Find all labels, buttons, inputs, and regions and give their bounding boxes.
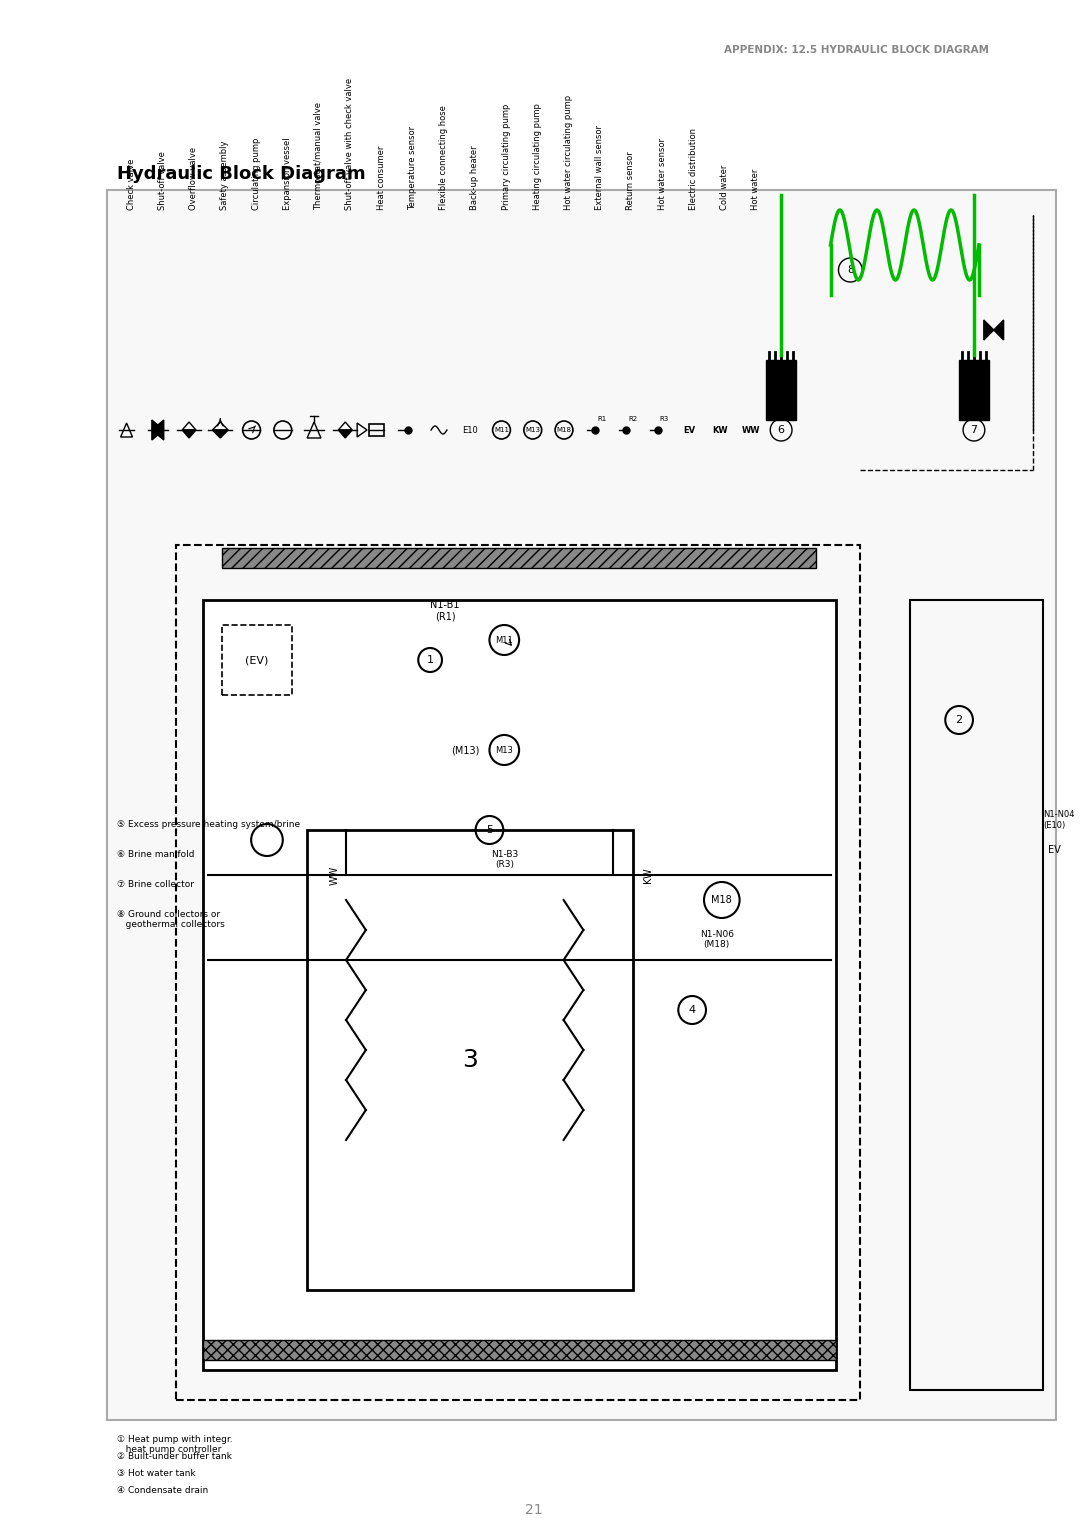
- Polygon shape: [476, 672, 492, 688]
- Text: ⑥ Brine manifold: ⑥ Brine manifold: [117, 850, 194, 859]
- Text: Safety assembly: Safety assembly: [220, 141, 229, 209]
- Text: 2: 2: [956, 715, 962, 724]
- Text: 1: 1: [427, 656, 433, 665]
- Text: M11: M11: [494, 426, 509, 432]
- Text: 8: 8: [847, 264, 854, 275]
- Text: Thermostat/manual valve: Thermostat/manual valve: [314, 102, 323, 209]
- Polygon shape: [437, 752, 453, 769]
- Text: N1-B1
(R1): N1-B1 (R1): [430, 601, 460, 622]
- Text: WW: WW: [329, 865, 339, 885]
- Text: KW: KW: [713, 425, 728, 434]
- Text: Back-up heater: Back-up heater: [470, 145, 480, 209]
- Bar: [203, 601, 836, 1371]
- Text: R1: R1: [597, 416, 607, 422]
- Text: 7: 7: [970, 425, 977, 435]
- Text: Check valve: Check valve: [126, 159, 136, 209]
- Text: EV: EV: [1048, 845, 1061, 856]
- Text: Cold water: Cold water: [720, 165, 729, 209]
- Text: KW: KW: [643, 868, 652, 883]
- Text: M13: M13: [525, 426, 540, 432]
- Text: Hot water: Hot water: [752, 168, 760, 209]
- Bar: [909, 601, 1043, 1390]
- Text: ⑧ Ground collectors or
   geothermal collectors: ⑧ Ground collectors or geothermal collec…: [117, 911, 225, 929]
- Text: ⑤ Excess pressure heating system/brine: ⑤ Excess pressure heating system/brine: [117, 821, 300, 830]
- Text: Hydraulic Block Diagram: Hydraulic Block Diagram: [117, 165, 365, 183]
- Text: ④ Condensate drain: ④ Condensate drain: [117, 1487, 208, 1494]
- Text: N1-B3
(R3): N1-B3 (R3): [490, 850, 518, 869]
- Bar: [222, 625, 292, 695]
- Text: 4: 4: [689, 1005, 696, 1015]
- Polygon shape: [437, 701, 453, 718]
- Text: 6: 6: [778, 425, 785, 435]
- Polygon shape: [338, 429, 352, 439]
- Text: M11: M11: [496, 636, 513, 645]
- Text: R2: R2: [629, 416, 637, 422]
- Text: Heating circulating pump: Heating circulating pump: [532, 102, 542, 209]
- Text: M18: M18: [556, 426, 571, 432]
- Text: Electric distribution: Electric distribution: [689, 128, 698, 209]
- Bar: [222, 549, 815, 568]
- Bar: [307, 830, 633, 1290]
- Text: Shut-off valve: Shut-off valve: [158, 151, 166, 209]
- Bar: [368, 423, 384, 435]
- Polygon shape: [152, 420, 164, 440]
- Text: Heat consumer: Heat consumer: [377, 145, 386, 209]
- Text: Primary circulating pump: Primary circulating pump: [501, 104, 511, 209]
- Text: APPENDIX: 12.5 HYDRAULIC BLOCK DIAGRAM: APPENDIX: 12.5 HYDRAULIC BLOCK DIAGRAM: [724, 44, 989, 55]
- Polygon shape: [685, 1051, 700, 1068]
- Text: Circulating pump: Circulating pump: [252, 138, 260, 209]
- Text: Hot water sensor: Hot water sensor: [658, 138, 666, 209]
- Text: EV: EV: [683, 425, 696, 434]
- Bar: [176, 545, 861, 1400]
- Bar: [959, 361, 989, 420]
- Text: Expansion vessel: Expansion vessel: [283, 138, 292, 209]
- Text: (EV): (EV): [245, 656, 269, 665]
- Bar: [767, 361, 796, 420]
- Polygon shape: [257, 840, 276, 853]
- Polygon shape: [183, 429, 195, 439]
- Text: E10: E10: [462, 425, 478, 434]
- Text: N1-N04
(E10): N1-N04 (E10): [1043, 810, 1075, 830]
- Text: ⑦ Brine collector: ⑦ Brine collector: [117, 880, 193, 889]
- Text: Temperature sensor: Temperature sensor: [408, 125, 417, 209]
- Bar: [203, 1340, 836, 1360]
- Text: External wall sensor: External wall sensor: [595, 125, 604, 209]
- Text: M13: M13: [496, 746, 513, 755]
- Bar: [107, 189, 1056, 1420]
- Text: (M13): (M13): [451, 746, 480, 755]
- Text: M18: M18: [712, 895, 732, 905]
- Text: WW: WW: [742, 425, 760, 434]
- Polygon shape: [213, 429, 228, 439]
- Text: Shut-off valve with check valve: Shut-off valve with check valve: [346, 78, 354, 209]
- Text: R3: R3: [660, 416, 669, 422]
- Text: Hot water circulating pump: Hot water circulating pump: [564, 95, 573, 209]
- Text: ① Heat pump with integr.
   heat pump controller: ① Heat pump with integr. heat pump contr…: [117, 1435, 232, 1455]
- Text: 21: 21: [525, 1504, 543, 1517]
- Text: Flexible connecting hose: Flexible connecting hose: [438, 105, 448, 209]
- Text: Overflow valve: Overflow valve: [189, 147, 198, 209]
- Polygon shape: [984, 319, 1003, 341]
- Text: ③ Hot water tank: ③ Hot water tank: [117, 1468, 195, 1478]
- Polygon shape: [152, 420, 164, 440]
- Text: 5: 5: [486, 825, 492, 834]
- Text: N1-N06
(M18): N1-N06 (M18): [700, 931, 734, 949]
- Text: 3: 3: [462, 1048, 477, 1073]
- Text: ② Built-under buffer tank: ② Built-under buffer tank: [117, 1452, 231, 1461]
- Text: Return sensor: Return sensor: [626, 151, 635, 209]
